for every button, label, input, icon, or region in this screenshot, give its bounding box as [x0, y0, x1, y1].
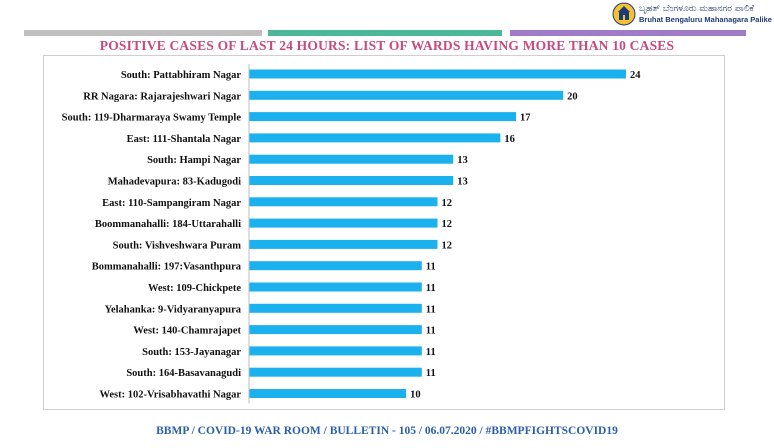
value-label: 12 — [442, 198, 453, 209]
value-label: 13 — [457, 177, 468, 188]
bulletin-footer: BBMP / COVID-19 WAR ROOM / BULLETIN - 10… — [156, 425, 618, 437]
bar — [249, 303, 422, 313]
category-label: Mahadevapura: 83-Kadugodi — [108, 177, 241, 188]
logo-english-text: Bruhat Bengaluru Mahanagara Palike — [639, 15, 772, 24]
bar — [249, 112, 517, 122]
bar — [249, 90, 564, 100]
category-label: West: 140-Chamrajapet — [133, 326, 241, 337]
bar — [249, 346, 422, 356]
value-label: 17 — [520, 113, 531, 124]
value-label: 11 — [426, 326, 436, 337]
plot-area-frame — [43, 55, 725, 410]
value-label: 16 — [504, 134, 515, 145]
category-label: East: 111-Shantala Nagar — [127, 134, 242, 145]
category-label: Boommanahalli: 184-Uttarahalli — [95, 219, 241, 230]
category-label: South: 119-Dharmaraya Swamy Temple — [62, 113, 242, 124]
value-label: 20 — [567, 91, 578, 102]
bbmp-emblem-icon — [612, 2, 636, 26]
value-label: 11 — [426, 283, 436, 294]
value-label: 12 — [442, 219, 453, 230]
bar — [249, 133, 501, 143]
bar — [249, 197, 438, 207]
bar — [249, 176, 454, 185]
chart-title: POSITIVE CASES OF LAST 24 HOURS: LIST OF… — [99, 38, 675, 53]
value-label: 10 — [410, 390, 421, 401]
value-label: 12 — [442, 240, 453, 251]
value-label: 24 — [630, 70, 641, 81]
bar — [249, 218, 438, 228]
header-stripe-gray — [24, 30, 262, 36]
bbmp-logo: ಬೃಹತ್ ಬೆಂಗಳೂರು ಮಹಾನಗರ ಪಾಲಿಕೆ Bruhat Beng… — [612, 2, 772, 28]
category-label: South: 164-Basavanagudi — [126, 368, 241, 379]
category-label: RR Nagara: Rajarajeshwari Nagar — [83, 91, 241, 102]
category-labels: South: Pattabhiram Nagar RR Nagara: Rajar… — [62, 70, 242, 401]
bar — [249, 239, 438, 249]
bar — [249, 282, 422, 292]
value-label: 11 — [426, 262, 436, 273]
value-label: 11 — [426, 347, 436, 358]
header-stripe-purple — [510, 30, 746, 36]
logo-kannada-text: ಬೃಹತ್ ಬೆಂಗಳೂರು ಮಹಾನಗರ ಪಾಲಿಕೆ — [639, 4, 754, 14]
category-label: Yelahanka: 9-Vidyaranyapura — [105, 304, 242, 315]
value-label: 11 — [426, 368, 436, 379]
category-label: South: Pattabhiram Nagar — [121, 70, 242, 81]
value-label: 13 — [457, 155, 468, 166]
category-label: South: Vishveshwara Puram — [113, 240, 242, 251]
bar — [249, 389, 407, 398]
value-labels: 24 20 17 16 13 13 12 12 12 11 11 11 11 11 11 10 — [410, 70, 641, 401]
bar — [249, 154, 454, 164]
bar — [249, 325, 422, 335]
bar — [249, 261, 422, 271]
bars — [249, 69, 626, 398]
header-stripe-teal — [268, 30, 502, 36]
bar — [249, 367, 422, 377]
category-label: South: Hampi Nagar — [147, 155, 241, 166]
value-label: 11 — [426, 304, 436, 315]
category-label: Bommanahalli: 197:Vasanthpura — [92, 262, 242, 273]
category-label: West: 109-Chickpete — [148, 283, 241, 294]
bar — [249, 69, 626, 79]
category-label: West: 102-Vrisabhavathi Nagar — [99, 390, 241, 401]
category-label: South: 153-Jayanagar — [142, 347, 241, 358]
category-label: East: 110-Sampangiram Nagar — [102, 198, 241, 209]
